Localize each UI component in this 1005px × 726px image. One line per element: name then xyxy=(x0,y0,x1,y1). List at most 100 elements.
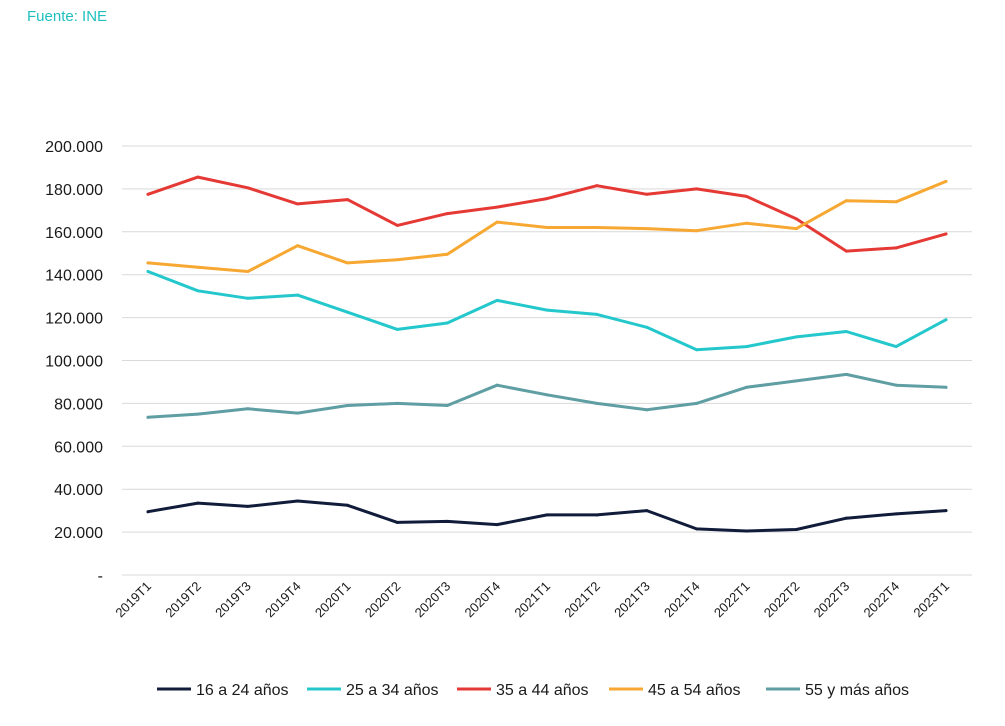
data-point xyxy=(944,232,948,236)
y-tick-label: 180.000 xyxy=(45,182,103,199)
data-point xyxy=(495,383,499,387)
data-point xyxy=(745,385,748,389)
y-tick-label: 80.000 xyxy=(54,396,103,413)
x-tick-label: 2020T2 xyxy=(362,579,404,621)
data-point xyxy=(346,404,349,408)
data-point xyxy=(645,325,649,329)
legend-label-3: 45 a 54 años xyxy=(648,682,741,699)
data-point xyxy=(495,523,499,527)
data-point xyxy=(944,385,948,389)
x-tick-label: 2020T4 xyxy=(461,579,503,621)
data-point xyxy=(146,269,150,273)
data-point xyxy=(296,293,300,297)
data-point xyxy=(645,227,649,231)
y-axis-ticks: - 20.000 40.000 60.000 80.000 100.000 120.000 1… xyxy=(45,139,103,585)
x-tick-label: 2022T4 xyxy=(860,579,902,621)
data-point xyxy=(844,516,848,520)
data-point xyxy=(146,261,150,265)
data-point xyxy=(595,226,599,230)
y-tick-label: 40.000 xyxy=(54,482,103,499)
data-point xyxy=(495,298,499,302)
data-point xyxy=(246,269,250,273)
y-tick-label: - xyxy=(98,568,103,585)
data-point xyxy=(844,199,848,203)
y-tick-label: 120.000 xyxy=(45,311,103,328)
data-point xyxy=(196,501,200,505)
legend-label-0: 16 a 24 años xyxy=(196,682,289,699)
data-point xyxy=(445,519,449,523)
y-tick-label: 160.000 xyxy=(45,225,103,242)
data-point xyxy=(894,200,898,204)
data-point xyxy=(745,345,748,349)
data-point xyxy=(445,321,449,325)
data-point xyxy=(196,265,200,269)
data-point xyxy=(395,258,399,262)
data-point xyxy=(745,529,748,533)
data-point xyxy=(794,379,798,383)
data-point xyxy=(146,510,150,514)
data-point xyxy=(894,383,898,387)
x-axis-ticks: 2019T1 2019T2 2019T3 2019T4 2020T1 2020T2 2020… xyxy=(112,579,952,621)
data-point xyxy=(645,408,649,412)
series-lines xyxy=(146,175,948,533)
data-point xyxy=(246,407,250,411)
data-point xyxy=(445,252,449,256)
data-point xyxy=(246,186,250,190)
data-point xyxy=(894,246,898,250)
x-tick-label: 2023T1 xyxy=(910,579,952,621)
data-point xyxy=(844,249,848,253)
data-point xyxy=(545,226,549,230)
data-point xyxy=(196,412,200,416)
data-point xyxy=(395,520,399,524)
data-point xyxy=(944,509,948,513)
grid-lines xyxy=(122,145,972,576)
legend-label-1: 25 a 34 años xyxy=(346,682,439,699)
data-point xyxy=(794,217,798,221)
data-point xyxy=(146,415,150,419)
x-tick-label: 2019T3 xyxy=(212,579,254,621)
data-point xyxy=(395,401,399,405)
data-point xyxy=(545,197,549,201)
y-tick-label: 60.000 xyxy=(54,439,103,456)
data-point xyxy=(595,184,599,188)
data-point xyxy=(146,192,150,196)
data-point xyxy=(695,527,699,531)
data-point xyxy=(844,372,848,376)
y-tick-label: 140.000 xyxy=(45,268,103,285)
legend-label-4: 55 y más años xyxy=(805,682,909,699)
x-tick-label: 2022T2 xyxy=(761,579,803,621)
x-tick-label: 2022T1 xyxy=(711,579,753,621)
x-tick-label: 2020T3 xyxy=(412,579,454,621)
data-point xyxy=(595,401,599,405)
data-point xyxy=(296,202,300,206)
data-point xyxy=(196,175,200,179)
data-point xyxy=(745,194,748,198)
x-tick-label: 2019T4 xyxy=(262,579,304,621)
x-tick-label: 2021T4 xyxy=(661,579,703,621)
data-point xyxy=(944,179,948,183)
data-point xyxy=(794,227,798,231)
x-tick-label: 2019T1 xyxy=(112,579,154,621)
data-point xyxy=(794,528,798,532)
data-point xyxy=(695,348,699,352)
data-point xyxy=(495,205,499,209)
data-point xyxy=(645,192,649,196)
x-tick-label: 2022T3 xyxy=(811,579,853,621)
y-tick-label: 200.000 xyxy=(45,139,103,156)
x-tick-label: 2019T2 xyxy=(162,579,204,621)
x-tick-label: 2021T2 xyxy=(561,579,603,621)
data-point xyxy=(695,187,699,191)
data-point xyxy=(645,509,649,513)
data-point xyxy=(395,223,399,227)
data-point xyxy=(346,261,349,265)
data-point xyxy=(894,345,898,349)
legend-label-2: 35 a 44 años xyxy=(496,682,589,699)
data-point xyxy=(346,198,349,202)
data-point xyxy=(395,327,399,331)
data-point xyxy=(545,513,549,517)
data-point xyxy=(595,312,599,316)
data-point xyxy=(445,404,449,408)
data-point xyxy=(346,503,349,507)
legend: 16 a 24 años 25 a 34 años 35 a 44 años 45 a… xyxy=(157,682,909,699)
